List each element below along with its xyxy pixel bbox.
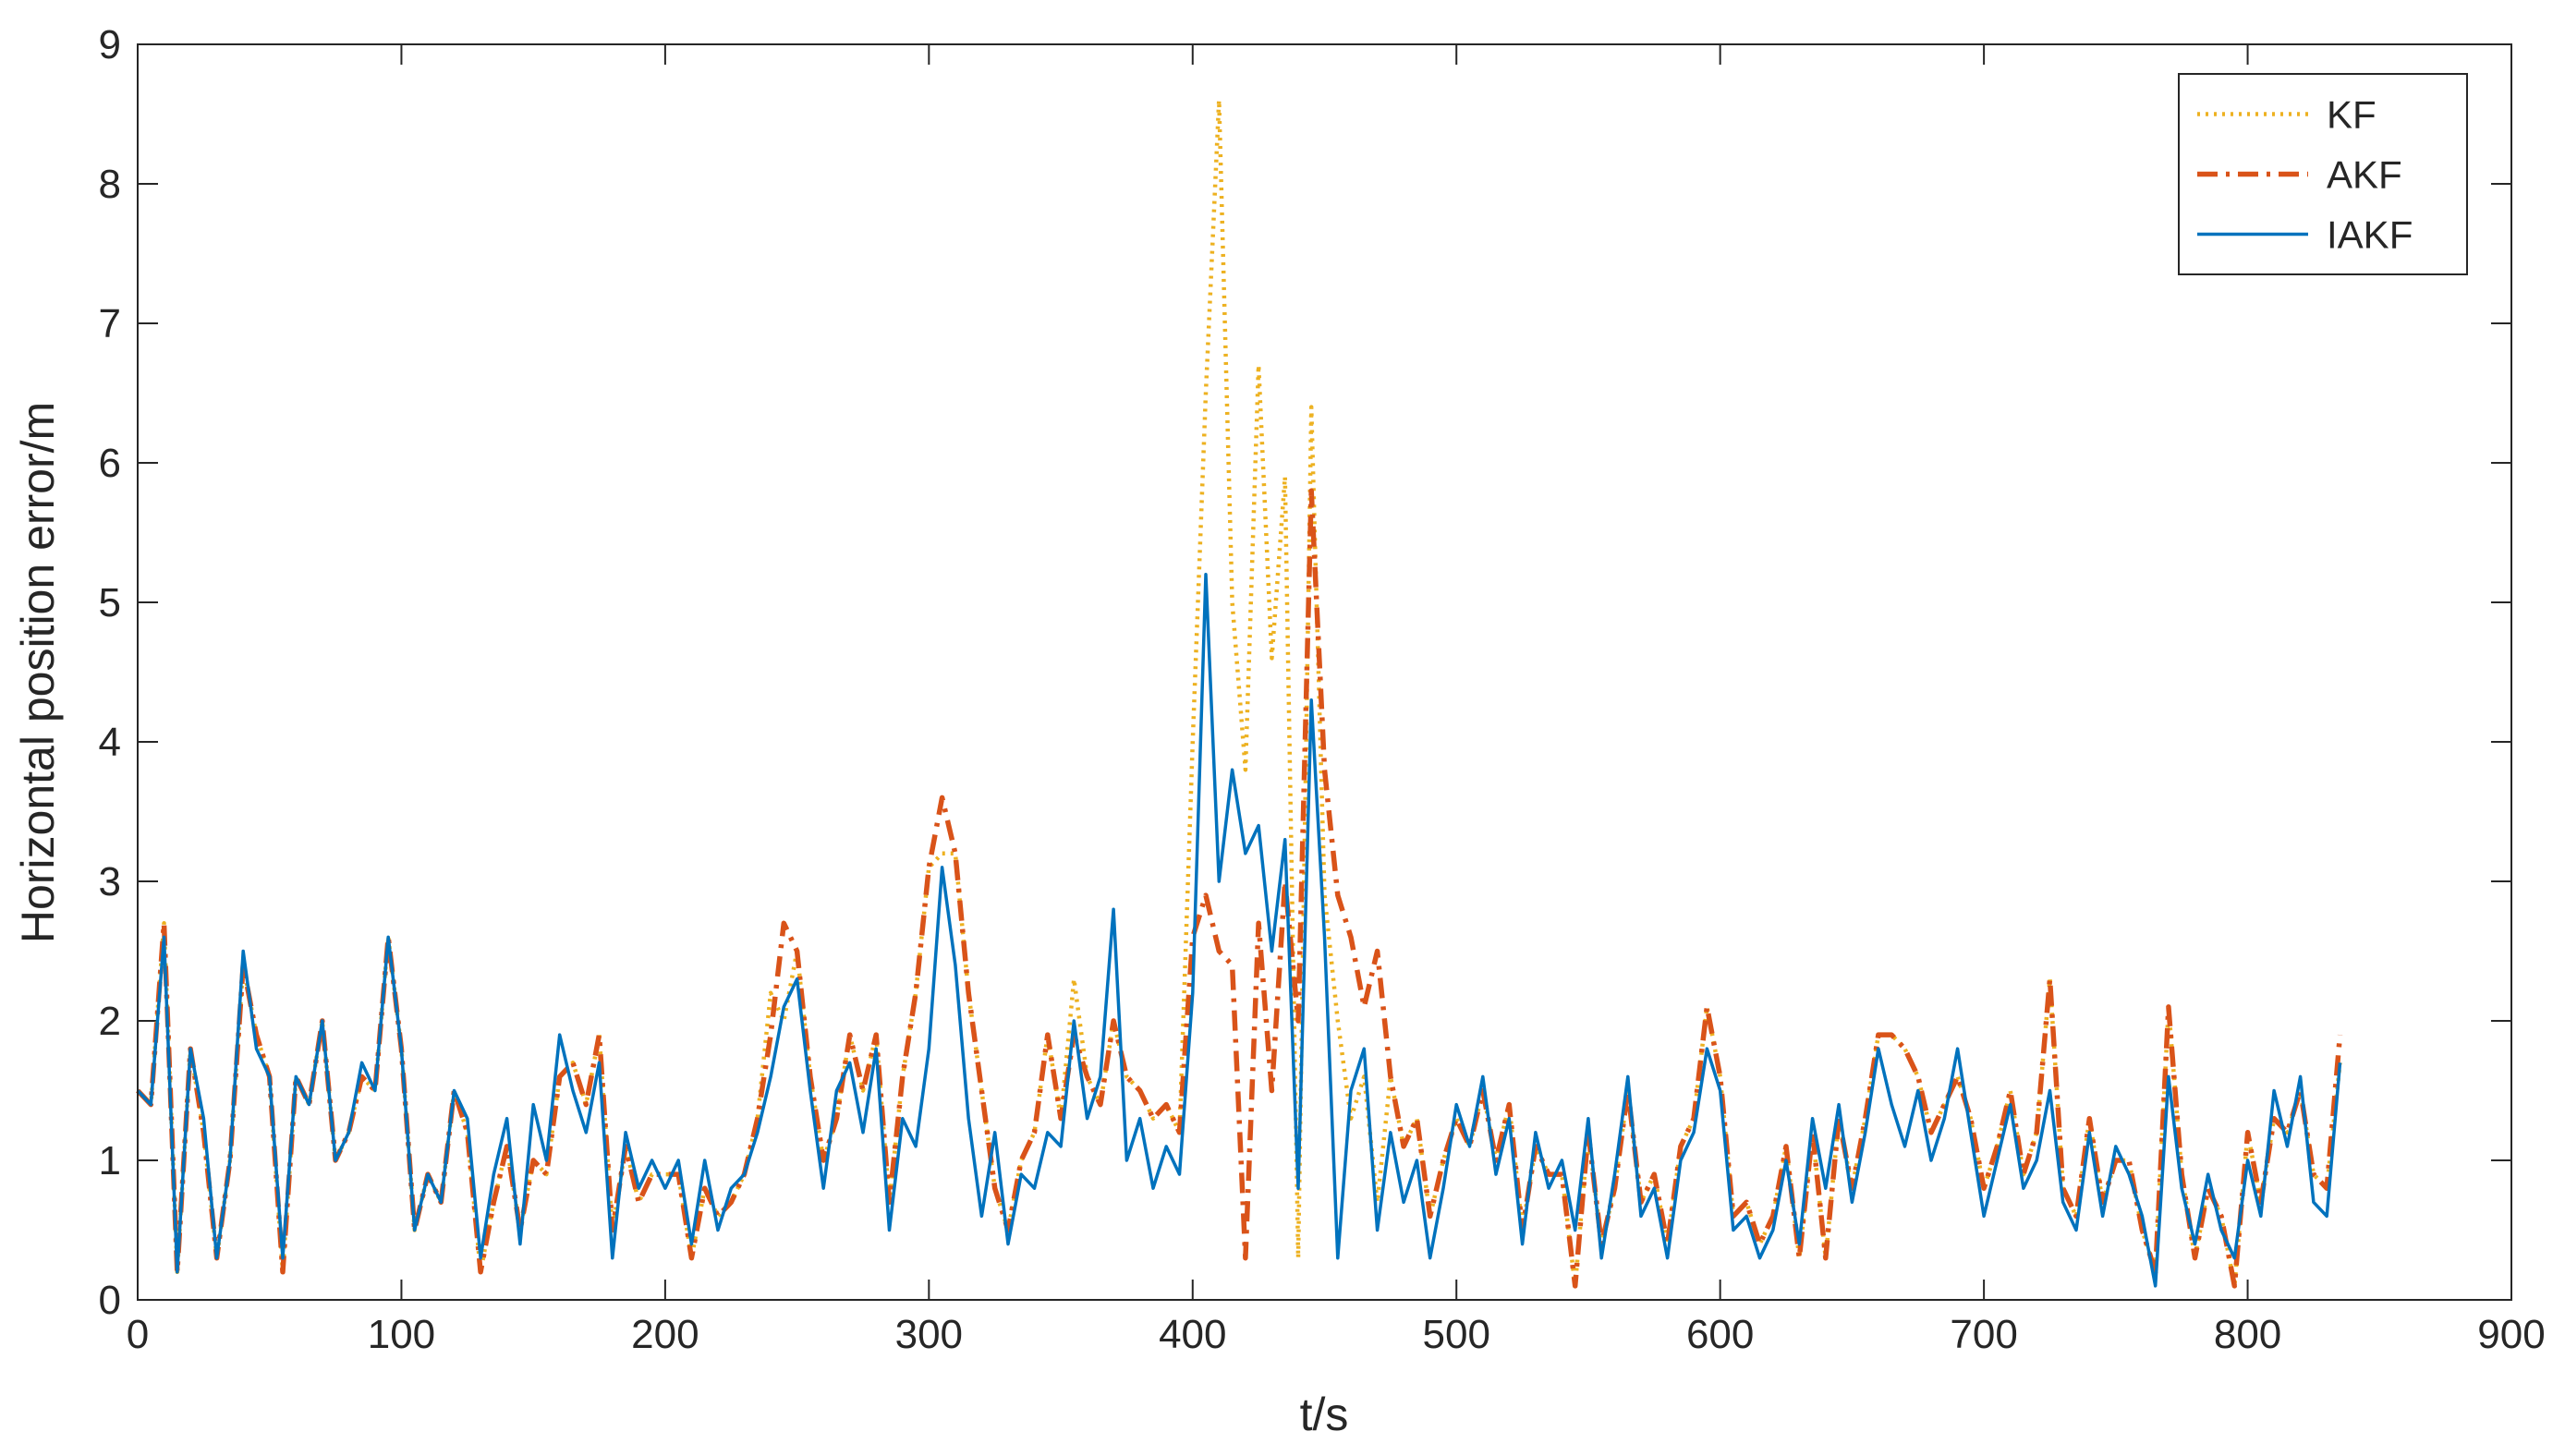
x-tick-label: 600 <box>1686 1312 1754 1357</box>
series-line <box>136 98 2342 1289</box>
x-tick-label: 300 <box>895 1312 963 1357</box>
y-tick-label: 1 <box>99 1138 121 1183</box>
x-tick-label: 900 <box>2477 1312 2545 1357</box>
legend: KF AKF IAKF <box>2178 73 2468 275</box>
y-tick-label: 5 <box>99 580 121 625</box>
legend-label: KF <box>2327 93 2377 137</box>
x-tick-label: 400 <box>1159 1312 1226 1357</box>
x-tick-label: 0 <box>127 1312 149 1357</box>
series-line <box>136 573 2342 1288</box>
y-tick-label: 7 <box>99 301 121 346</box>
y-axis-label: Horizontal position error/m <box>12 402 64 943</box>
x-tick-label: 100 <box>368 1312 435 1357</box>
series-line <box>136 488 2343 1289</box>
legend-label: IAKF <box>2327 213 2413 257</box>
legend-box <box>2178 73 2468 275</box>
y-tick-label: 4 <box>99 720 121 765</box>
x-tick-label: 700 <box>1950 1312 2017 1357</box>
y-tick-label: 6 <box>99 441 121 486</box>
y-tick-label: 2 <box>99 999 121 1044</box>
x-tick-label: 800 <box>2214 1312 2281 1357</box>
x-axis-label: t/s <box>1300 1389 1349 1440</box>
y-tick-label: 8 <box>99 162 121 207</box>
y-tick-label: 9 <box>99 22 121 67</box>
x-tick-label: 200 <box>631 1312 699 1357</box>
y-tick-label: 0 <box>99 1278 121 1323</box>
legend-label: AKF <box>2327 153 2402 197</box>
axes-box <box>137 43 2512 1301</box>
y-tick-label: 3 <box>99 859 121 904</box>
plot-area <box>138 44 2511 1300</box>
x-tick-label: 500 <box>1423 1312 1490 1357</box>
